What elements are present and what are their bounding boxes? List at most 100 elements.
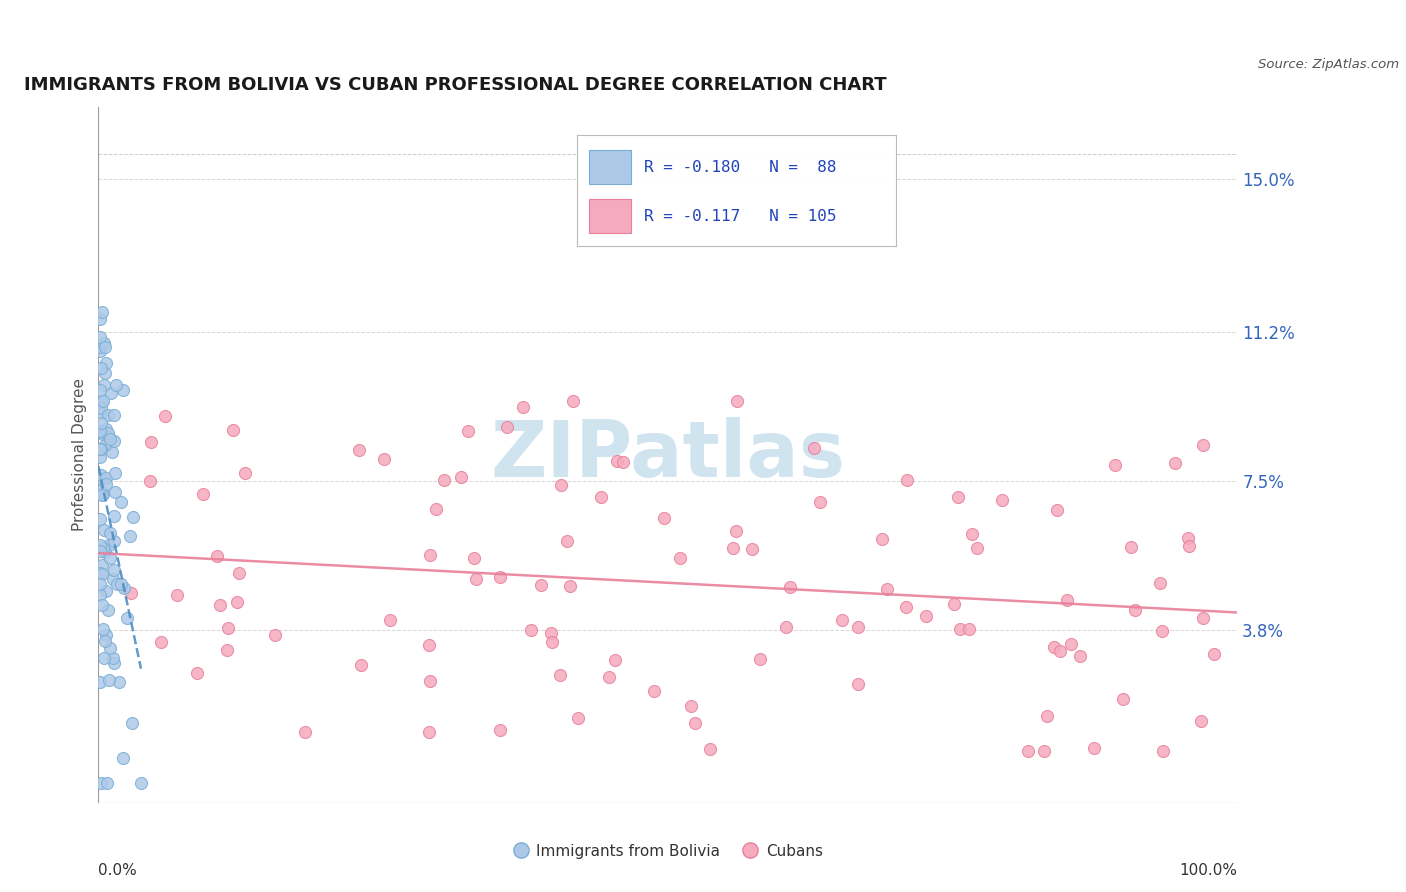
Point [90, 305, 112, 319]
Y-axis label: Professional Degree: Professional Degree [72, 378, 87, 532]
Point [540, 626, 562, 640]
Point [488, 570, 510, 584]
Point [463, 551, 485, 566]
Point [1036, 709, 1059, 723]
Point [1202, 647, 1225, 661]
Point [966, 541, 988, 556]
Point [1083, 741, 1105, 756]
Point [915, 609, 938, 624]
Point [186, 665, 208, 680]
Point [350, 658, 373, 673]
Point [93, 650, 115, 665]
Point [373, 452, 395, 467]
Point [93, 438, 115, 452]
Point [520, 623, 543, 637]
Point [550, 477, 572, 491]
Point [1069, 648, 1091, 663]
Point [1056, 592, 1078, 607]
Point [562, 393, 585, 408]
Point [90, 566, 112, 581]
Point [1104, 458, 1126, 472]
Point [94, 422, 117, 436]
Point [97, 409, 120, 423]
Point [555, 534, 578, 549]
Point [948, 622, 970, 636]
Point [846, 620, 869, 634]
Point [98, 525, 121, 540]
Text: R = -0.180   N =  88: R = -0.180 N = 88 [644, 160, 837, 175]
Point [779, 580, 801, 594]
Point [89, 487, 111, 501]
Point [831, 613, 853, 627]
FancyBboxPatch shape [589, 200, 631, 233]
Point [643, 684, 665, 698]
Point [464, 572, 486, 586]
Point [117, 611, 139, 625]
Point [103, 563, 125, 577]
Point [93, 336, 115, 351]
Point [1152, 624, 1174, 639]
Point [90, 488, 112, 502]
Point [90, 467, 112, 482]
Point [91, 541, 114, 555]
Point [681, 698, 703, 713]
Point [89, 576, 111, 591]
Point [962, 527, 984, 541]
Point [221, 423, 243, 437]
Point [120, 586, 142, 600]
Point [699, 742, 721, 756]
Point [98, 641, 121, 656]
Point [97, 429, 120, 443]
Point [93, 523, 115, 537]
Point [803, 441, 825, 455]
Point [110, 576, 132, 591]
Point [93, 377, 115, 392]
Point [94, 584, 117, 599]
Point [108, 675, 131, 690]
Point [347, 443, 370, 458]
Point [110, 495, 132, 509]
Point [89, 343, 111, 358]
Point [1123, 603, 1146, 617]
Point [91, 622, 114, 636]
Point [457, 425, 479, 439]
Point [105, 576, 128, 591]
Point [1049, 644, 1071, 658]
Point [101, 444, 124, 458]
Point [90, 484, 112, 499]
Point [90, 401, 112, 415]
Point [89, 383, 111, 397]
Point [725, 393, 748, 408]
Point [121, 510, 143, 524]
Point [193, 486, 215, 500]
Point [94, 471, 117, 485]
Point [103, 434, 125, 448]
Point [1112, 691, 1135, 706]
Point [149, 635, 172, 649]
Point [1033, 743, 1056, 757]
Point [97, 538, 120, 552]
Point [894, 599, 917, 614]
Point [94, 340, 117, 354]
Point [94, 476, 117, 491]
Point [558, 579, 581, 593]
Point [225, 595, 247, 609]
Point [98, 673, 121, 687]
Point [90, 558, 112, 572]
Point [612, 455, 634, 469]
Point [589, 490, 612, 504]
Point [380, 613, 402, 627]
Point [541, 635, 564, 649]
Point [208, 598, 231, 612]
Point [512, 400, 534, 414]
Point [94, 356, 117, 370]
Text: IMMIGRANTS FROM BOLIVIA VS CUBAN PROFESSIONAL DEGREE CORRELATION CHART: IMMIGRANTS FROM BOLIVIA VS CUBAN PROFESS… [24, 77, 887, 95]
Point [89, 425, 111, 440]
Point [139, 434, 162, 449]
Point [121, 715, 143, 730]
Point [89, 442, 111, 457]
Point [233, 467, 256, 481]
Point [89, 588, 111, 602]
Point [94, 545, 117, 559]
Point [419, 548, 441, 562]
